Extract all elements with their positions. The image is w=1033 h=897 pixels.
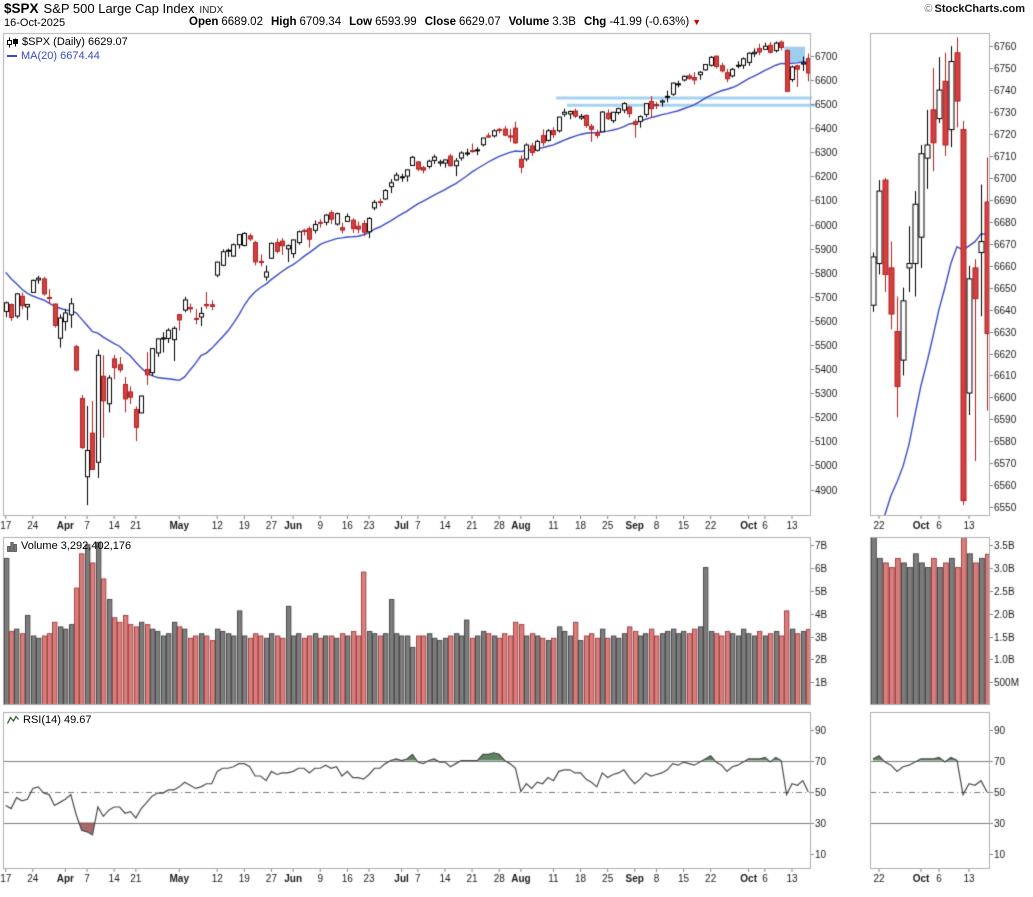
header-row: $SPX S&P 500 Large Cap Index INDX: [4, 1, 223, 16]
exchange-label: INDX: [199, 5, 224, 16]
ma-line-sample: [7, 55, 17, 57]
close-label: Close: [424, 16, 457, 28]
low-value: 6593.99: [375, 16, 417, 28]
rsi-legend: RSI(14) 49.67: [7, 714, 91, 726]
ma-legend-text: MA(20) 6674.44: [21, 50, 100, 62]
high-value: 6709.34: [299, 16, 342, 28]
chg-label: Chg: [583, 16, 607, 28]
price-legend-text: $SPX (Daily) 6629.07: [22, 36, 128, 48]
index-name: S&P 500 Large Cap Index: [43, 1, 195, 16]
high-label: High: [270, 16, 297, 28]
open-label: Open: [189, 16, 219, 28]
price-legend: $SPX (Daily) 6629.07: [7, 36, 128, 48]
volume-legend-text: Volume 3,292,402,176: [21, 540, 132, 552]
volume-legend: Volume 3,292,402,176: [7, 540, 131, 552]
quote-summary: Open 6689.02 High 6709.34 Low 6593.99 Close 662…: [189, 16, 701, 28]
volume-value: 3.3B: [552, 16, 576, 28]
copyright-icon: ©: [924, 3, 933, 15]
candlestick-icon: [7, 37, 18, 47]
chart-date: 16-Oct-2025: [4, 17, 66, 29]
rsi-line-icon: [7, 715, 19, 724]
stockcharts-credit-link[interactable]: © StockCharts.com: [924, 3, 1025, 15]
close-value: 6629.07: [459, 16, 501, 28]
low-label: Low: [349, 16, 373, 28]
chg-value: -41.99 (-0.63%): [609, 16, 690, 28]
symbol: $SPX: [4, 1, 39, 16]
ma-legend: MA(20) 6674.44: [7, 50, 100, 62]
credit-text: StockCharts.com: [934, 3, 1025, 15]
rsi-legend-text: RSI(14) 49.67: [23, 714, 92, 726]
down-arrow-icon: ▼: [692, 17, 702, 27]
volume-bars-icon: [7, 541, 17, 552]
volume-label: Volume: [508, 16, 550, 28]
open-value: 6689.02: [221, 16, 263, 28]
